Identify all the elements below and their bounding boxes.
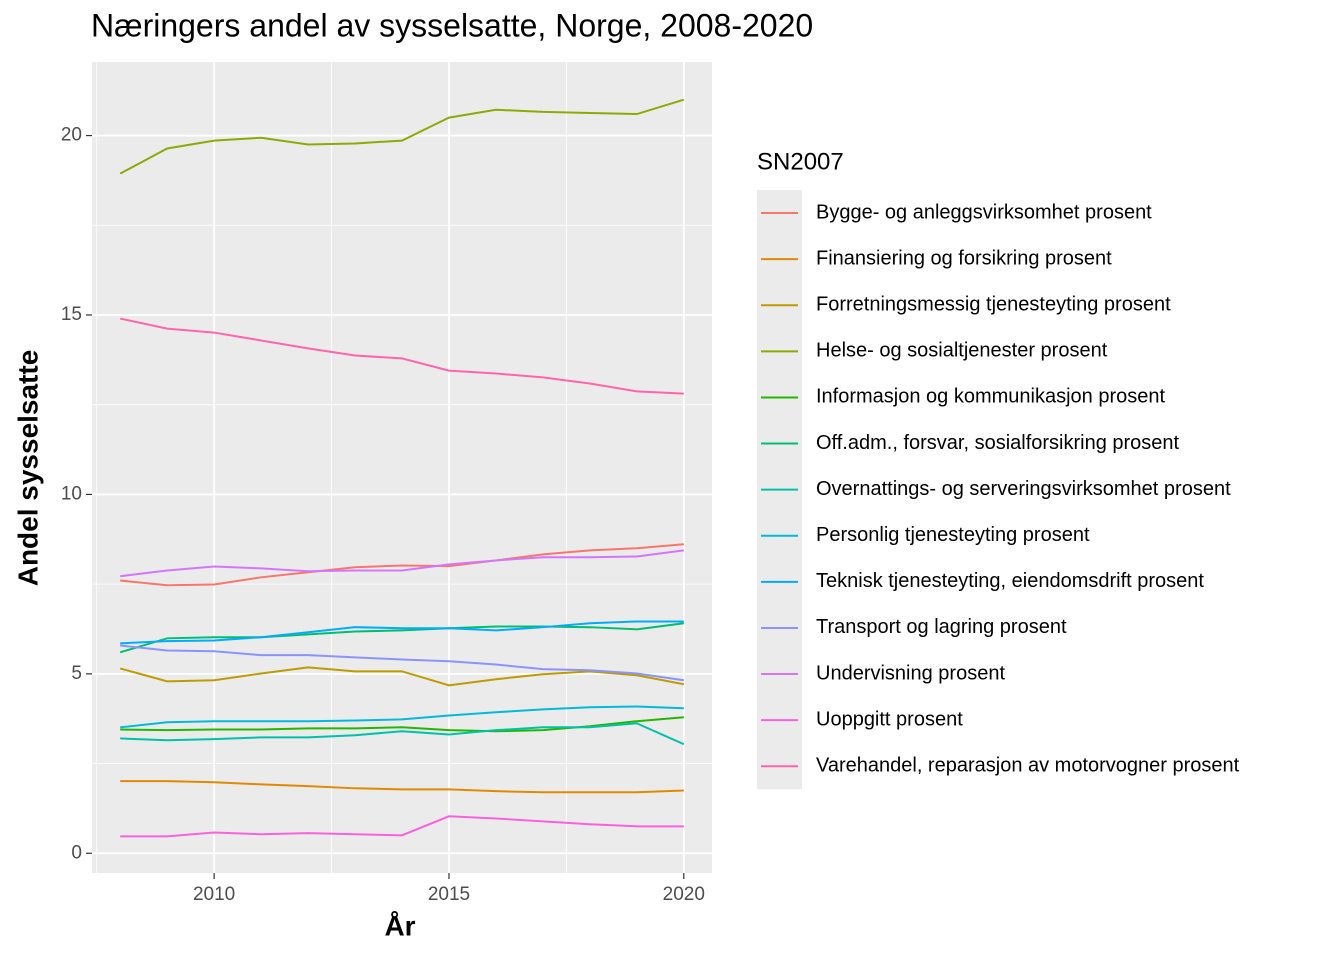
legend-label: Off.adm., forsvar, sosialforsikring pros… xyxy=(816,432,1180,454)
series-line xyxy=(120,549,684,578)
plot-background xyxy=(92,62,712,873)
chart-title: Næringers andel av sysselsatte, Norge, 2… xyxy=(91,7,813,43)
series-line xyxy=(120,815,684,838)
x-tick-label: 2020 xyxy=(663,884,705,905)
legend-label: Bygge- og anleggsvirksomhet prosent xyxy=(816,201,1152,223)
legend-label: Overnattings- og serveringsvirksomhet pr… xyxy=(816,478,1231,500)
legend-label: Teknisk tjenesteyting, eiendomsdrift pro… xyxy=(816,570,1204,592)
x-axis-title: År xyxy=(384,910,415,941)
series-line xyxy=(119,666,685,687)
series-line xyxy=(119,622,684,654)
legend-label: Forretningsmessig tjenesteyting prosent xyxy=(816,294,1171,316)
series-line xyxy=(119,98,685,175)
y-tick-label: 20 xyxy=(61,125,82,146)
legend-label: Helse- og sosialtjenester prosent xyxy=(816,340,1108,362)
legend-label: Informasjon og kommunikasjon prosent xyxy=(816,386,1166,408)
legend-label: Finansiering og forsikring prosent xyxy=(816,247,1112,269)
series-line xyxy=(120,705,684,729)
legend-label: Personlig tjenesteyting prosent xyxy=(816,524,1090,546)
series-line xyxy=(120,716,684,733)
series-line xyxy=(120,644,684,682)
legend-label: Transport og lagring prosent xyxy=(816,616,1067,638)
y-tick-label: 10 xyxy=(61,483,82,504)
series-line xyxy=(120,620,684,645)
y-tick-label: 0 xyxy=(71,842,82,863)
series-line xyxy=(119,317,684,395)
series-line xyxy=(120,780,684,794)
x-tick-label: 2015 xyxy=(428,884,470,905)
legend-title: SN2007 xyxy=(757,148,844,175)
legend-label: Varehandel, reparasjon av motorvogner pr… xyxy=(816,755,1240,777)
legend-label: Undervisning prosent xyxy=(816,662,1005,684)
y-axis-title: Andel sysselsatte xyxy=(12,350,43,587)
y-tick-label: 5 xyxy=(71,663,82,684)
series-line xyxy=(120,722,685,746)
series-line xyxy=(120,543,684,587)
x-tick-label: 2010 xyxy=(193,884,235,905)
legend-label: Uoppgitt prosent xyxy=(816,708,963,730)
y-tick-label: 15 xyxy=(61,304,82,325)
